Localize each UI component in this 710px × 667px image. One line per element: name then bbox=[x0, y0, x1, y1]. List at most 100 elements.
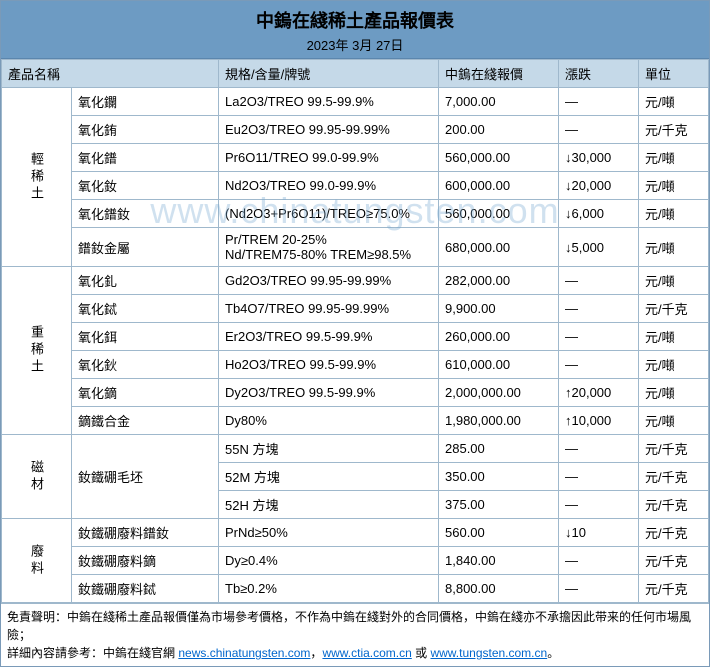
table-row: 重稀土氧化釓Gd2O3/TREO 99.95-99.99%282,000.00—… bbox=[2, 267, 709, 295]
col-unit: 單位 bbox=[639, 60, 709, 88]
product-price: 560,000.00 bbox=[439, 144, 559, 172]
product-price: 9,900.00 bbox=[439, 295, 559, 323]
product-change: — bbox=[559, 575, 639, 603]
product-name: 氧化鐠釹 bbox=[72, 200, 219, 228]
product-name: 鐠釹金屬 bbox=[72, 228, 219, 267]
product-unit: 元/噸 bbox=[639, 88, 709, 116]
product-spec: Tb≥0.2% bbox=[219, 575, 439, 603]
product-name: 釹鐵硼廢料鏑 bbox=[72, 547, 219, 575]
product-change: — bbox=[559, 295, 639, 323]
product-unit: 元/千克 bbox=[639, 575, 709, 603]
product-change: ↓10 bbox=[559, 519, 639, 547]
category-label: 磁材 bbox=[2, 435, 72, 519]
product-price: 560.00 bbox=[439, 519, 559, 547]
product-unit: 元/噸 bbox=[639, 323, 709, 351]
table-title: 中鎢在綫稀土產品報價表 bbox=[1, 7, 709, 33]
category-label: 重稀土 bbox=[2, 267, 72, 435]
product-price: 2,000,000.00 bbox=[439, 379, 559, 407]
table-row: 輕稀土氧化鑭La2O3/TREO 99.5-99.9%7,000.00—元/噸 bbox=[2, 88, 709, 116]
product-price: 375.00 bbox=[439, 491, 559, 519]
product-spec: 52M 方塊 bbox=[219, 463, 439, 491]
product-spec: Pr6O11/TREO 99.0-99.9% bbox=[219, 144, 439, 172]
category-label: 廢料 bbox=[2, 519, 72, 603]
product-price: 7,000.00 bbox=[439, 88, 559, 116]
product-change: ↓6,000 bbox=[559, 200, 639, 228]
product-spec: PrNd≥50% bbox=[219, 519, 439, 547]
table-row: 氧化鐠釹(Nd2O3+Pr6O11)/TREO≥75.0%560,000.00↓… bbox=[2, 200, 709, 228]
product-unit: 元/千克 bbox=[639, 463, 709, 491]
product-spec: Dy2O3/TREO 99.5-99.9% bbox=[219, 379, 439, 407]
product-spec: Nd2O3/TREO 99.0-99.9% bbox=[219, 172, 439, 200]
product-spec: Gd2O3/TREO 99.95-99.99% bbox=[219, 267, 439, 295]
product-name: 氧化鑭 bbox=[72, 88, 219, 116]
product-unit: 元/噸 bbox=[639, 200, 709, 228]
table-row: 氧化銪Eu2O3/TREO 99.95-99.99%200.00—元/千克 bbox=[2, 116, 709, 144]
product-unit: 元/噸 bbox=[639, 228, 709, 267]
price-table-container: 中鎢在綫稀土產品報價表 2023年 3月 27日 產品名稱 規格/含量/牌號 中… bbox=[0, 0, 710, 667]
product-price: 1,980,000.00 bbox=[439, 407, 559, 435]
product-price: 200.00 bbox=[439, 116, 559, 144]
product-name: 氧化釹 bbox=[72, 172, 219, 200]
product-name: 氧化鏑 bbox=[72, 379, 219, 407]
product-change: — bbox=[559, 323, 639, 351]
product-change: ↑10,000 bbox=[559, 407, 639, 435]
product-unit: 元/噸 bbox=[639, 267, 709, 295]
product-price: 610,000.00 bbox=[439, 351, 559, 379]
product-price: 560,000.00 bbox=[439, 200, 559, 228]
table-row: 氧化鋱Tb4O7/TREO 99.95-99.99%9,900.00—元/千克 bbox=[2, 295, 709, 323]
table-row: 氧化鏑Dy2O3/TREO 99.5-99.9%2,000,000.00↑20,… bbox=[2, 379, 709, 407]
product-unit: 元/噸 bbox=[639, 379, 709, 407]
product-change: ↓30,000 bbox=[559, 144, 639, 172]
product-spec: Eu2O3/TREO 99.95-99.99% bbox=[219, 116, 439, 144]
table-row: 釹鐵硼廢料鏑Dy≥0.4%1,840.00—元/千克 bbox=[2, 547, 709, 575]
table-row: 磁材釹鐵硼毛坯55N 方塊285.00—元/千克 bbox=[2, 435, 709, 463]
product-change: — bbox=[559, 435, 639, 463]
product-change: — bbox=[559, 463, 639, 491]
product-unit: 元/千克 bbox=[639, 547, 709, 575]
footer-link[interactable]: news.chinatungsten.com bbox=[178, 646, 310, 660]
product-change: — bbox=[559, 116, 639, 144]
footer-link[interactable]: www.ctia.com.cn bbox=[322, 646, 411, 660]
product-price: 1,840.00 bbox=[439, 547, 559, 575]
product-unit: 元/千克 bbox=[639, 435, 709, 463]
product-name: 氧化鋱 bbox=[72, 295, 219, 323]
product-unit: 元/噸 bbox=[639, 144, 709, 172]
table-date: 2023年 3月 27日 bbox=[1, 35, 709, 54]
table-head-row: 產品名稱 規格/含量/牌號 中鎢在綫報價 漲跌 單位 bbox=[2, 60, 709, 88]
table-row: 釹鐵硼廢料鋱Tb≥0.2%8,800.00—元/千克 bbox=[2, 575, 709, 603]
product-spec: 52H 方塊 bbox=[219, 491, 439, 519]
product-change: ↑20,000 bbox=[559, 379, 639, 407]
product-name: 釹鐵硼毛坯 bbox=[72, 435, 219, 519]
product-name: 氧化鈥 bbox=[72, 351, 219, 379]
col-name: 產品名稱 bbox=[2, 60, 219, 88]
product-change: — bbox=[559, 351, 639, 379]
product-change: — bbox=[559, 491, 639, 519]
footer-link[interactable]: www.tungsten.com.cn bbox=[430, 646, 547, 660]
product-spec: Ho2O3/TREO 99.5-99.9% bbox=[219, 351, 439, 379]
product-price: 8,800.00 bbox=[439, 575, 559, 603]
product-change: — bbox=[559, 267, 639, 295]
product-unit: 元/千克 bbox=[639, 491, 709, 519]
disclaimer-text1: 免責聲明：中鎢在綫稀土產品報價僅為市場參考價格，不作為中鎢在綫對外的合同價格，中… bbox=[7, 610, 691, 642]
product-price: 282,000.00 bbox=[439, 267, 559, 295]
price-table: 產品名稱 規格/含量/牌號 中鎢在綫報價 漲跌 單位 輕稀土氧化鑭La2O3/T… bbox=[1, 59, 709, 603]
product-name: 氧化釓 bbox=[72, 267, 219, 295]
product-unit: 元/噸 bbox=[639, 172, 709, 200]
category-label: 輕稀土 bbox=[2, 88, 72, 267]
product-spec: La2O3/TREO 99.5-99.9% bbox=[219, 88, 439, 116]
product-spec: Dy80% bbox=[219, 407, 439, 435]
product-price: 600,000.00 bbox=[439, 172, 559, 200]
product-change: ↓5,000 bbox=[559, 228, 639, 267]
col-change: 漲跌 bbox=[559, 60, 639, 88]
table-row: 廢料釹鐵硼廢料鐠釹PrNd≥50%560.00↓10元/千克 bbox=[2, 519, 709, 547]
product-spec: Pr/TREM 20-25%Nd/TREM75-80% TREM≥98.5% bbox=[219, 228, 439, 267]
col-spec: 規格/含量/牌號 bbox=[219, 60, 439, 88]
table-row: 氧化鐠Pr6O11/TREO 99.0-99.9%560,000.00↓30,0… bbox=[2, 144, 709, 172]
product-price: 350.00 bbox=[439, 463, 559, 491]
product-spec: Dy≥0.4% bbox=[219, 547, 439, 575]
product-unit: 元/千克 bbox=[639, 116, 709, 144]
table-row: 鏑鐵合金Dy80%1,980,000.00↑10,000元/噸 bbox=[2, 407, 709, 435]
product-change: ↓20,000 bbox=[559, 172, 639, 200]
product-name: 氧化鐠 bbox=[72, 144, 219, 172]
disclaimer-text2: 詳細內容請參考：中鎢在綫官網 bbox=[7, 646, 178, 660]
